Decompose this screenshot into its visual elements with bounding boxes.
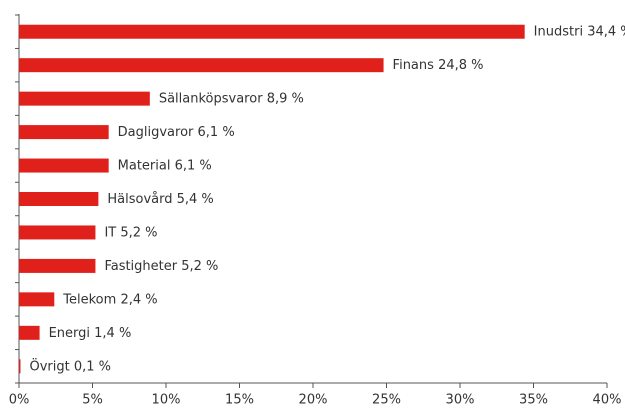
category-label: Telekom [62,292,116,307]
x-tick-label: 25% [372,393,401,408]
bar [19,258,96,273]
bar [19,158,109,173]
value-label: 0,1 % [74,359,111,374]
value-label: 5,2 % [181,258,218,273]
category-label: Hälsovård [107,192,172,207]
category-label: Övrigt [29,357,69,374]
value-label: 5,4 % [177,192,214,207]
category-label: Dagligvaror [118,125,194,140]
bar-label: Energi 1,4 % [49,325,132,340]
category-label: Fastigheter [104,258,177,273]
x-tick-label: 35% [519,393,548,408]
value-label: 1,4 % [94,325,131,340]
bar [19,24,525,39]
category-label: Inudstri [534,24,583,39]
x-tick-label: 5% [82,393,103,408]
bar-label: Sällanköpsvaror 8,9 % [159,91,304,106]
x-tick-label: 15% [225,393,254,408]
bar-label: Telekom 2,4 % [62,292,157,307]
category-label: Material [118,158,171,173]
value-label: 34,4 % [587,24,625,39]
bar-label: Material 6,1 % [118,158,212,173]
bar-label: Finans 24,8 % [393,58,484,73]
category-label: IT [104,225,116,240]
category-label: Finans [393,58,435,73]
x-tick-label: 30% [446,393,475,408]
category-label: Sällanköpsvaror [159,91,263,106]
value-label: 6,1 % [175,158,212,173]
bar [19,325,40,340]
bar-label: Dagligvaror 6,1 % [118,125,235,140]
bar [19,58,384,73]
bar-label: Inudstri 34,4 % [534,24,625,39]
bar [19,125,109,140]
bar-label: Hälsovård 5,4 % [107,192,213,207]
bar-label: Fastigheter 5,2 % [104,258,218,273]
bar [19,192,99,206]
value-label: 2,4 % [120,292,157,307]
bar [19,292,55,307]
bar-label: IT 5,2 % [104,225,157,240]
x-tick-label: 0% [9,393,30,408]
x-tick-label: 20% [299,393,328,408]
value-label: 6,1 % [198,125,235,140]
bar-label: Övrigt 0,1 % [29,357,111,374]
x-tick-label: 10% [152,393,181,408]
value-label: 8,9 % [267,91,304,106]
value-label: 24,8 % [438,58,483,73]
bar [19,359,21,374]
x-tick-label: 40% [593,393,622,408]
bar [19,91,150,106]
value-label: 5,2 % [120,225,157,240]
category-label: Energi [49,325,90,340]
bar [19,225,96,240]
